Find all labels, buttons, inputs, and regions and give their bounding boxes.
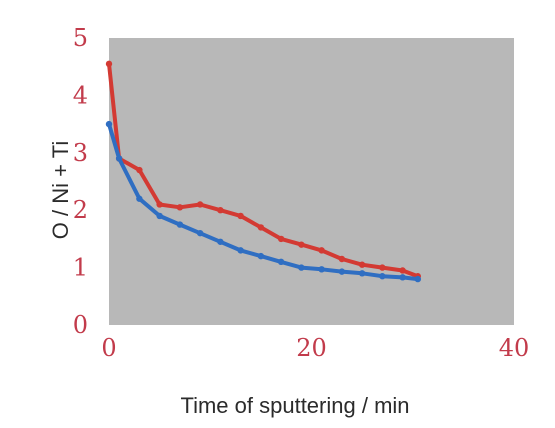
series-1-point [277,235,285,243]
series-1-point [298,241,305,248]
x-tick-label: 20 [296,334,327,362]
series-2-point [414,275,422,283]
y-axis-title: O / Ni + Ti [48,141,73,239]
series-1-point [379,264,386,271]
y-tick-label: 3 [73,139,88,167]
series-group [105,60,422,283]
series-2-point [277,258,285,266]
series-1-point [237,212,244,220]
series-1-point [338,255,346,263]
x-tick-labels: 0 20 40 [101,334,529,362]
series-2-point [358,270,366,277]
series-2-point [217,238,224,245]
series-2-point [257,252,265,260]
series-2-point [105,120,113,128]
series-1-point [136,166,143,174]
series-1-point [105,60,113,68]
x-tick-label: 0 [101,334,116,362]
series-2-point [338,268,346,275]
x-axis-title: Time of sputtering / min [180,393,409,418]
y-tick-label: 2 [73,196,88,224]
y-tick-labels: 0 1 2 3 4 5 [73,24,88,339]
series-1-point [217,207,224,214]
y-tick-label: 5 [73,24,88,52]
series-2-point [196,229,204,237]
series-2-point [136,195,143,202]
series-2-point [318,266,325,273]
series-2-point [115,155,123,162]
series-1-point [358,261,366,268]
series-1-point [156,201,163,208]
x-tick-label: 40 [499,334,530,362]
series-2-point [176,221,184,228]
series-2-point [156,212,163,220]
series-1-point [399,267,406,274]
y-tick-label: 0 [73,311,88,339]
series-1-point [176,204,184,211]
series-1-point [257,224,265,231]
y-tick-label: 4 [73,81,88,109]
series-2-point [237,247,244,254]
series-1-point [318,247,325,254]
series-2-point [298,264,305,271]
y-tick-label: 1 [73,254,88,282]
series-2-point [399,274,406,281]
plot-area [109,38,514,325]
series-1-point [196,201,204,208]
series-2-point [379,273,386,280]
